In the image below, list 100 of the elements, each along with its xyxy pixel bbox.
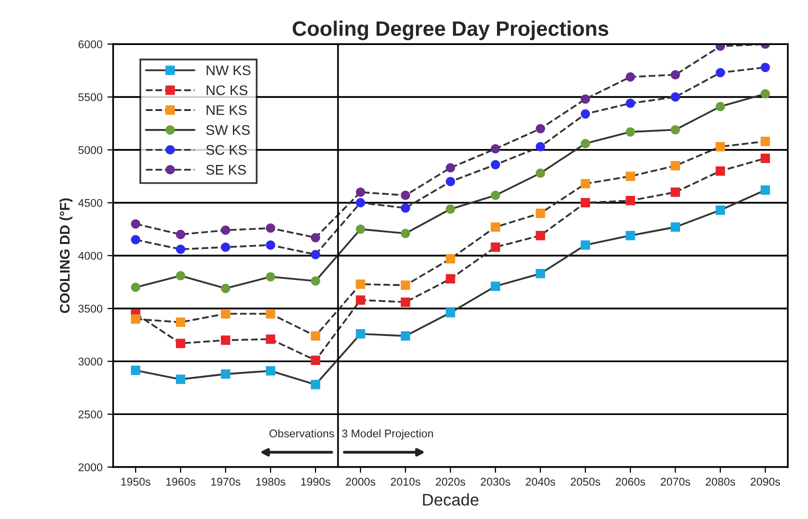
point [220, 309, 230, 318]
point [356, 279, 366, 289]
point [356, 295, 366, 305]
x-tick-label: 2070s [660, 478, 690, 486]
point [446, 274, 456, 284]
legend-label: NW KS [206, 65, 250, 76]
point [400, 297, 410, 307]
y-tick-label: 6000 [78, 40, 102, 48]
point [400, 190, 410, 200]
point [356, 224, 366, 234]
point [760, 185, 770, 195]
point [670, 92, 680, 102]
point [670, 161, 680, 170]
point [716, 68, 726, 78]
y-tick-label: 3000 [78, 358, 102, 366]
point [490, 242, 500, 252]
point [266, 366, 276, 376]
point [220, 242, 230, 252]
point [670, 187, 680, 197]
point [176, 374, 186, 384]
point [266, 309, 276, 318]
x-tick-label: 1960s [166, 478, 196, 486]
point [220, 226, 230, 235]
point [446, 254, 456, 264]
point [130, 235, 140, 244]
point [266, 272, 276, 282]
x-tick-label: 2030s [480, 478, 510, 486]
point [220, 369, 230, 379]
point [266, 334, 276, 344]
point [536, 268, 546, 278]
point [716, 44, 726, 51]
point [626, 196, 636, 206]
point [580, 138, 590, 148]
x-tick-label: 2000s [346, 478, 376, 486]
point [760, 154, 770, 164]
point [130, 314, 140, 324]
point [446, 176, 456, 186]
point [670, 125, 680, 134]
point [130, 282, 140, 292]
point [626, 72, 636, 82]
legend-label: SC KS [206, 145, 247, 155]
point [716, 142, 726, 152]
y-tick-label: 5000 [78, 146, 102, 154]
point [716, 205, 726, 215]
point [536, 142, 546, 152]
point [310, 331, 320, 341]
y-tick-label: 4000 [78, 252, 102, 260]
legend-label: SE KS [206, 164, 246, 175]
x-tick-label: 1950s [121, 478, 150, 486]
point [490, 190, 500, 200]
y-axis-title: COOLING DD (°F) [59, 198, 72, 313]
point [310, 356, 320, 365]
chart-title: Cooling Degree Day Projections [292, 20, 608, 40]
point [580, 198, 590, 208]
point [716, 166, 726, 176]
point [490, 282, 500, 291]
legend-label: NC KS [206, 85, 248, 96]
point [536, 124, 546, 134]
point [266, 223, 276, 233]
x-tick-label: 2040s [526, 478, 556, 486]
point [176, 230, 186, 240]
point [580, 109, 590, 119]
y-tick-label: 2500 [78, 410, 102, 418]
point [626, 127, 636, 137]
legend-label: SW KS [206, 125, 250, 135]
point [220, 284, 230, 294]
x-tick-label: 2080s [706, 478, 736, 486]
point [310, 380, 320, 390]
point [130, 366, 140, 376]
point [490, 222, 500, 232]
point [536, 208, 546, 218]
point [580, 179, 590, 188]
x-tick-label: 2050s [570, 478, 600, 486]
annotation: 3 Model Projection [342, 429, 433, 440]
y-tick-label: 2000 [78, 463, 102, 472]
point [176, 271, 186, 280]
point [536, 168, 546, 178]
point [310, 232, 320, 242]
x-axis-title: Decade [423, 493, 478, 506]
point [446, 308, 456, 318]
point [356, 187, 366, 197]
point [580, 94, 590, 104]
point [310, 276, 320, 286]
x-tick-label: 2010s [390, 478, 420, 486]
point [670, 222, 680, 232]
point [490, 160, 500, 170]
point [266, 240, 276, 250]
point [400, 203, 410, 213]
point [760, 62, 770, 72]
point [580, 240, 590, 250]
point [400, 331, 410, 341]
point [716, 102, 726, 112]
point [176, 244, 186, 254]
x-tick-label: 1980s [256, 478, 286, 486]
point [626, 230, 636, 240]
y-tick-label: 3500 [78, 304, 102, 313]
point [130, 219, 140, 229]
point [400, 280, 410, 290]
point [176, 338, 186, 348]
point [356, 198, 366, 208]
